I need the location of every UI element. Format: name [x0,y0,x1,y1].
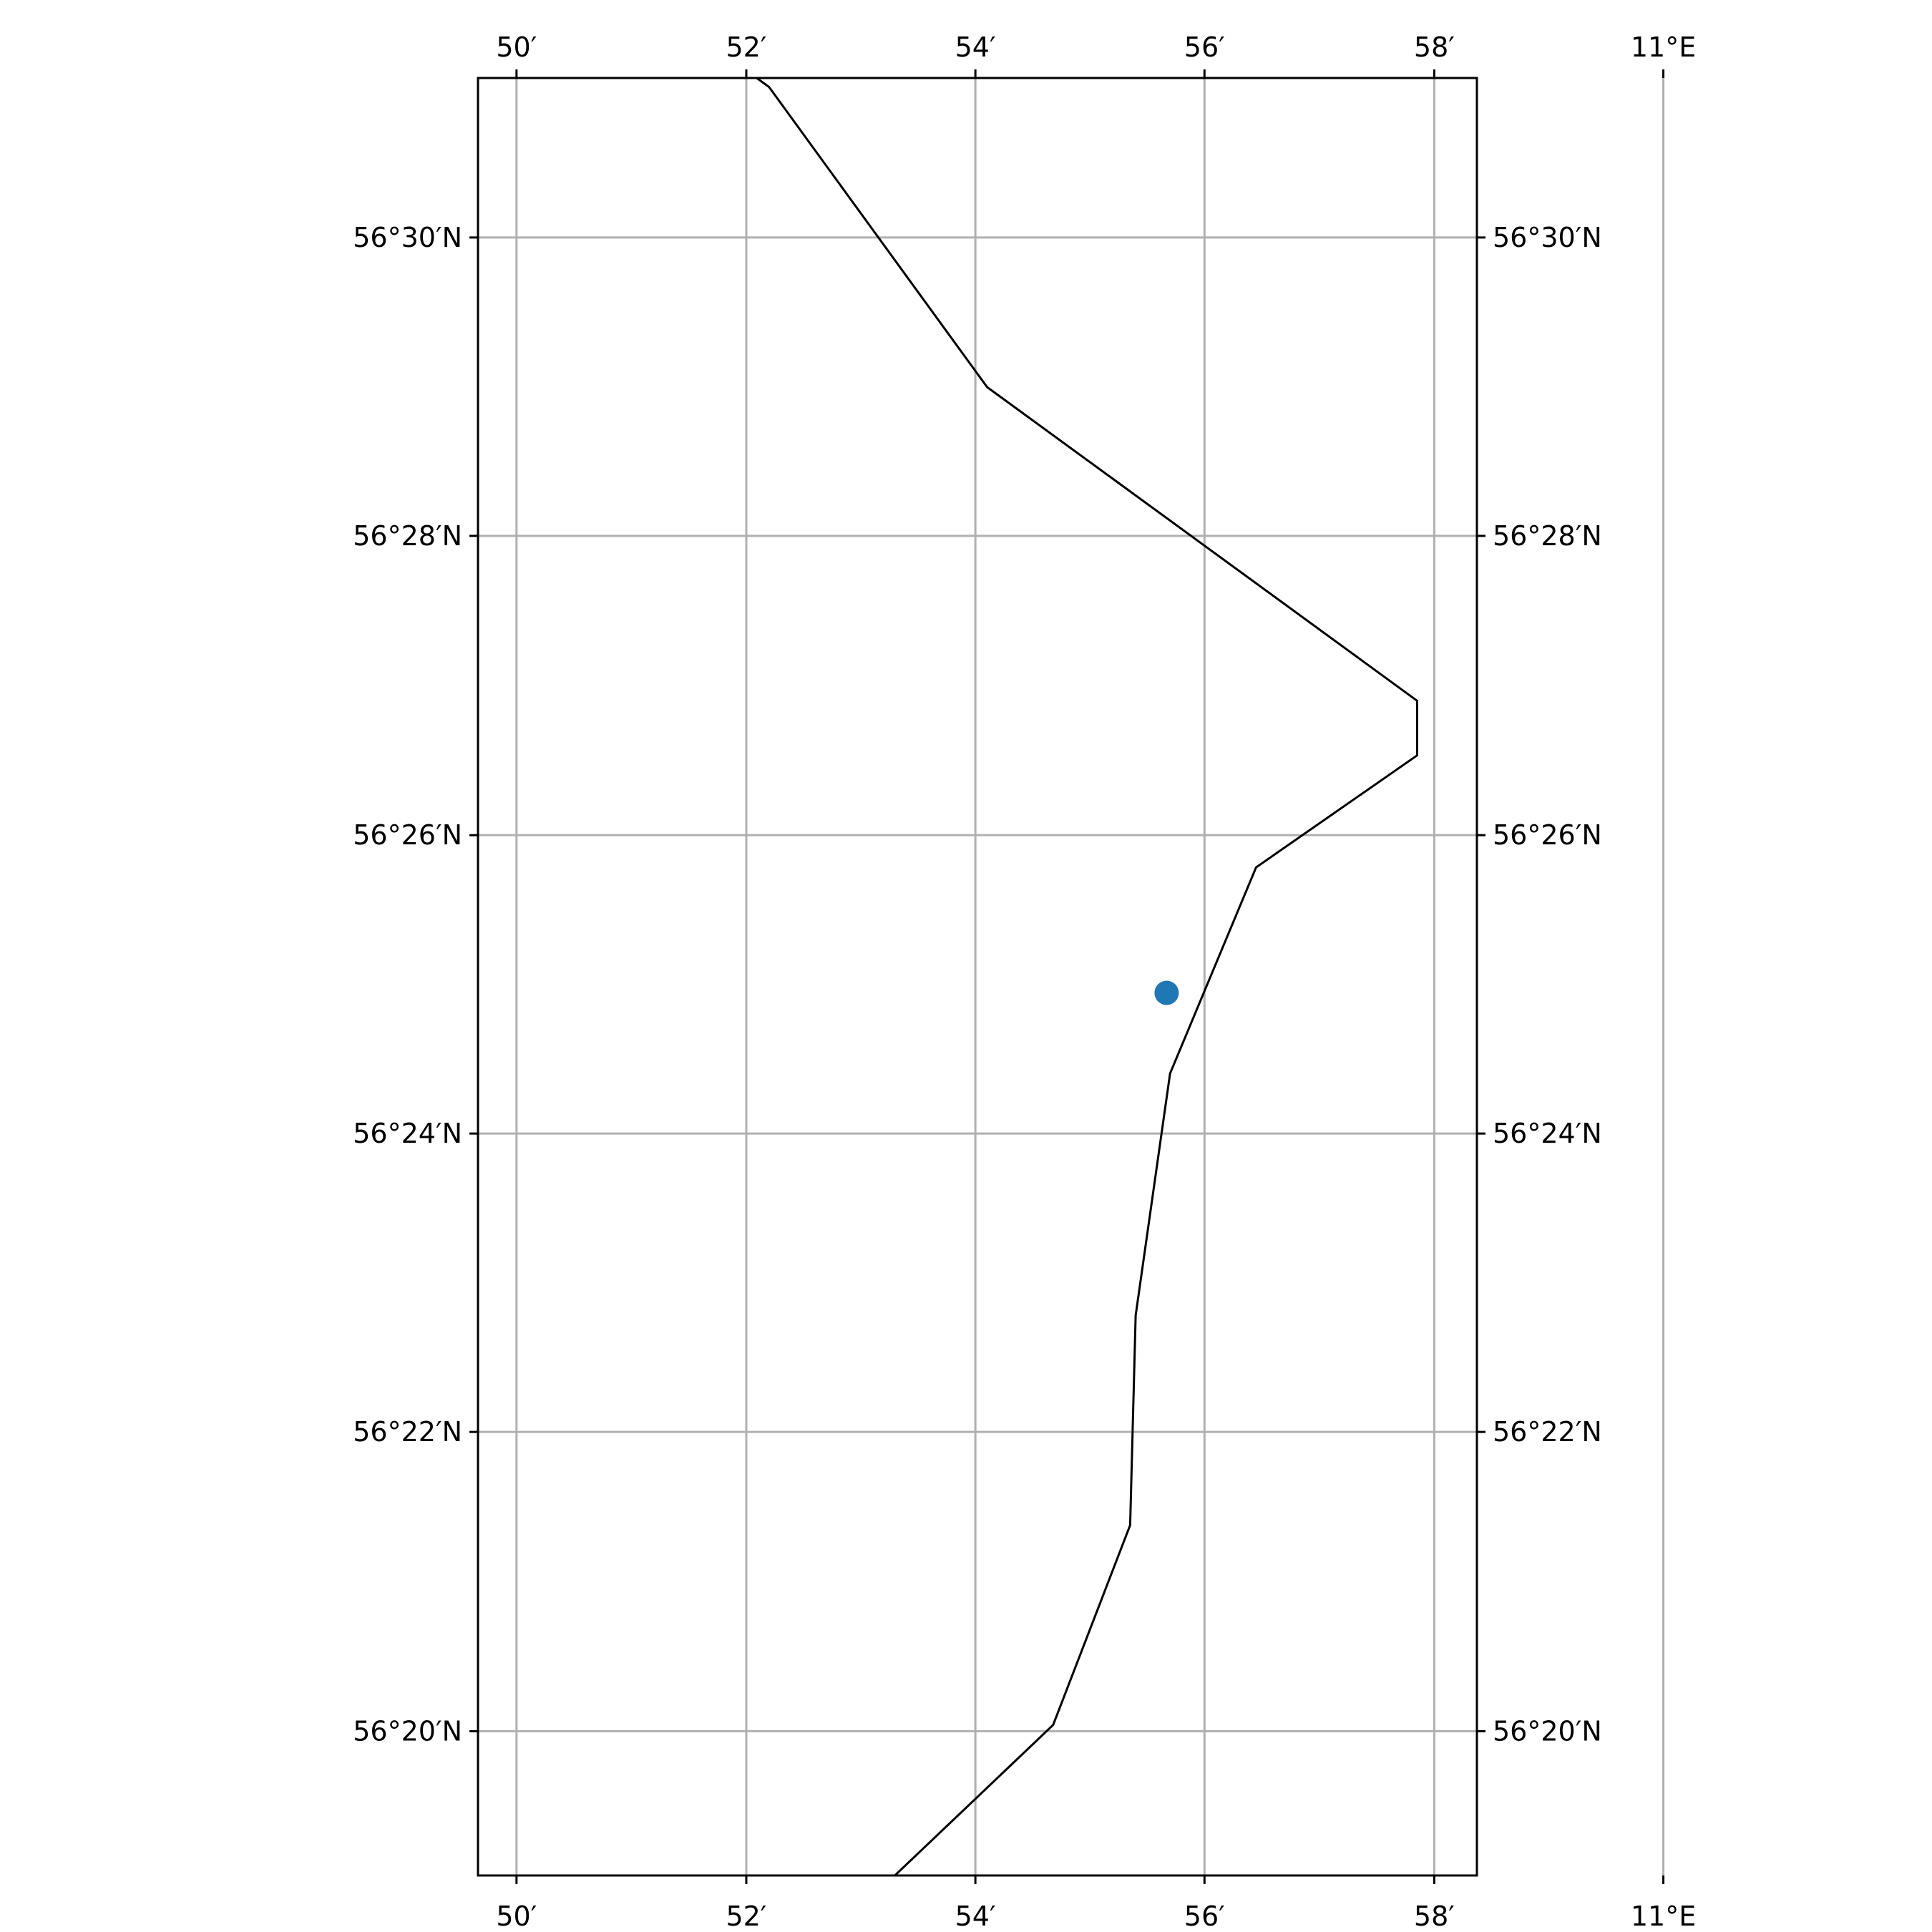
graticule [469,69,1665,1884]
longitude-label-bottom: 50′ [496,1901,537,1932]
longitude-label-bottom: 52′ [726,1901,766,1932]
longitude-label-top: 58′ [1414,31,1455,63]
longitude-label-top: 56′ [1184,31,1225,63]
location-marker [1154,980,1179,1005]
longitude-label-top: 52′ [726,31,766,63]
latitude-label-right: 56°24′N [1493,1118,1602,1149]
latitude-label-left: 56°24′N [353,1118,462,1149]
latitude-label-right: 56°22′N [1493,1416,1602,1448]
longitude-label-top: 11°E [1631,31,1696,63]
longitude-label-top: 50′ [496,31,537,63]
latitude-label-left: 56°30′N [353,222,462,253]
latitude-label-left: 56°20′N [353,1715,462,1747]
longitude-label-bottom: 58′ [1414,1901,1455,1932]
latitude-label-right: 56°26′N [1493,819,1602,851]
graticule-labels: 50′ 50′ 52′ 52′ 54′ 54′ 56′ 56′ 58′ 58′ 11°E 11°E 56… [353,31,1696,1932]
latitude-label-right: 56°20′N [1493,1715,1602,1747]
coastline [756,77,1418,1877]
map-frame [477,77,1478,1877]
location-markers [1154,980,1179,1005]
longitude-label-bottom: 11°E [1631,1901,1696,1932]
coastline-layer [756,77,1418,1877]
latitude-label-left: 56°26′N [353,819,462,851]
longitude-label-top: 54′ [955,31,996,63]
latitude-label-left: 56°28′N [353,520,462,552]
longitude-label-bottom: 56′ [1184,1901,1225,1932]
latitude-label-right: 56°28′N [1493,520,1602,552]
latitude-label-right: 56°30′N [1493,222,1602,253]
longitude-label-bottom: 54′ [955,1901,996,1932]
latitude-label-left: 56°22′N [353,1416,462,1448]
